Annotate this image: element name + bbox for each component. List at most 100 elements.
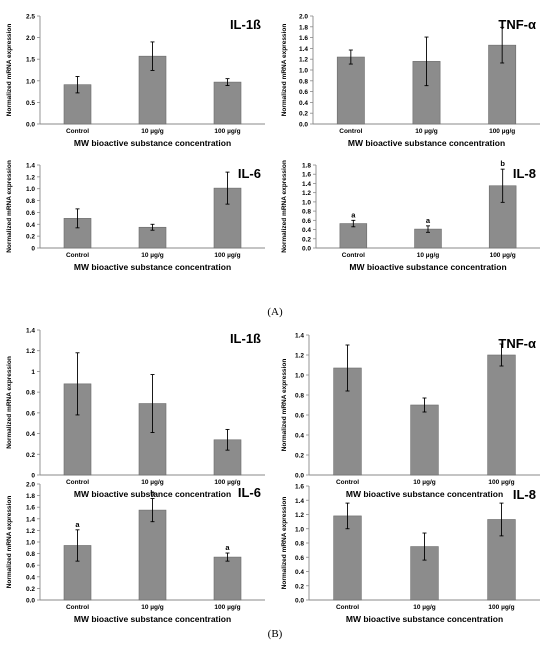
y-axis-label: Normalized mRNA expression — [6, 24, 13, 117]
x-tick-label: Control — [342, 252, 365, 259]
x-tick-label: 100 µg/g — [214, 479, 240, 486]
y-tick-label: 2.0 — [299, 14, 308, 21]
y-tick-label: 1.4 — [26, 516, 35, 523]
x-tick-label: 100 µg/g — [214, 128, 240, 135]
x-tick-label: Control — [66, 128, 89, 135]
y-axis-label: Normalized mRNA expression — [281, 24, 288, 117]
y-tick-label: 1.2 — [302, 190, 311, 197]
y-tick-label: 0.6 — [26, 410, 35, 417]
x-tick-label: 100 µg/g — [490, 252, 516, 259]
y-tick-label: 1.6 — [295, 484, 304, 491]
x-tick-label: 10 µg/g — [141, 604, 164, 611]
x-tick-label: Control — [66, 604, 89, 611]
chart-title: TNF-α — [498, 17, 536, 32]
y-tick-label: 1.4 — [295, 333, 304, 340]
y-axis-label: Normalized mRNA expression — [281, 160, 288, 253]
y-tick-label: 2.0 — [26, 35, 35, 42]
y-tick-label: 0.0 — [299, 122, 308, 129]
bar — [411, 405, 439, 475]
bar — [488, 355, 516, 475]
y-tick-label: 0.8 — [295, 541, 304, 548]
x-tick-label: 10 µg/g — [413, 479, 436, 486]
y-tick-label: 0.0 — [26, 122, 35, 129]
significance-letter: b — [150, 489, 155, 498]
y-tick-label: 1.4 — [26, 328, 35, 335]
y-tick-label: 0 — [31, 246, 35, 253]
y-tick-label: 0.8 — [26, 198, 35, 205]
x-axis-label: MW bioactive substance concentration — [346, 614, 503, 624]
y-tick-label: 0.8 — [295, 393, 304, 400]
significance-letter: a — [351, 210, 356, 219]
x-tick-label: 100 µg/g — [489, 128, 515, 135]
chart-title: IL-1ß — [230, 17, 261, 32]
x-tick-label: Control — [66, 252, 89, 259]
y-tick-label: 0.4 — [26, 431, 35, 438]
y-tick-label: 1.0 — [302, 199, 311, 206]
x-tick-label: Control — [336, 604, 359, 611]
y-tick-label: 0 — [31, 473, 35, 480]
x-tick-label: 100 µg/g — [214, 604, 240, 611]
y-tick-label: 0.8 — [302, 209, 311, 216]
x-axis-label: MW bioactive substance concentration — [346, 489, 503, 499]
y-tick-label: 0.8 — [26, 551, 35, 558]
y-tick-label: 0.4 — [26, 222, 35, 229]
chart-a-2: 0.0 0.2 0.4 0.6 0.8 1.0 1.2 1.4 1.6 1.8 2.0 Control… — [281, 14, 540, 149]
y-tick-label: 2.5 — [26, 14, 35, 21]
x-tick-label: 10 µg/g — [417, 252, 440, 259]
y-tick-label: 1.4 — [26, 163, 35, 170]
y-tick-label: 1.0 — [26, 78, 35, 85]
y-tick-label: 1.8 — [26, 493, 35, 500]
y-axis-label: Normalized mRNA expression — [6, 160, 13, 253]
y-tick-label: 1.2 — [26, 528, 35, 535]
y-tick-label: 0.2 — [299, 111, 308, 118]
x-axis-label: MW bioactive substance concentration — [74, 262, 231, 272]
significance-letter: a — [426, 216, 431, 225]
x-tick-label: 10 µg/g — [413, 604, 436, 611]
y-axis-label: Normalized mRNA expression — [281, 497, 288, 590]
y-tick-label: 0.6 — [26, 210, 35, 217]
significance-letter: b — [500, 159, 505, 168]
y-tick-label: 0.4 — [302, 227, 311, 234]
significance-letter: a — [75, 520, 80, 529]
y-axis-label: Normalized mRNA expression — [6, 356, 13, 449]
bar — [337, 57, 364, 124]
y-axis-label: Normalized mRNA expression — [6, 496, 13, 589]
y-tick-label: 0.2 — [26, 586, 35, 593]
y-tick-label: 0.6 — [295, 555, 304, 562]
x-tick-label: 10 µg/g — [141, 479, 164, 486]
y-tick-label: 1.2 — [26, 174, 35, 181]
y-tick-label: 1.5 — [26, 57, 35, 64]
y-tick-label: 0.6 — [295, 413, 304, 420]
y-tick-label: 0.2 — [295, 583, 304, 590]
chart-a-3: 0 0.2 0.4 0.6 0.8 1.0 1.2 1.4 Control 10 µg/g 100 … — [6, 160, 265, 272]
y-tick-label: 1.2 — [295, 512, 304, 519]
y-tick-label: 1.4 — [302, 181, 311, 188]
y-tick-label: 1.8 — [302, 163, 311, 170]
chart-b-1: 0 0.2 0.4 0.6 0.8 1 1.2 1.4 Control 10 µg/g 100 µg… — [6, 328, 265, 500]
y-tick-label: 0.2 — [26, 452, 35, 459]
chart-title: IL-8 — [513, 166, 536, 181]
y-tick-label: 1.2 — [299, 57, 308, 64]
x-axis-label: MW bioactive substance concentration — [74, 138, 231, 148]
chart-title: IL-6 — [238, 485, 261, 500]
y-tick-label: 0.2 — [26, 234, 35, 241]
y-tick-label: 1.2 — [26, 348, 35, 355]
y-tick-label: 0.2 — [295, 453, 304, 460]
x-tick-label: Control — [339, 128, 362, 135]
y-tick-label: 0.0 — [26, 598, 35, 605]
y-tick-label: 1.6 — [26, 505, 35, 512]
y-tick-label: 0.6 — [299, 89, 308, 96]
y-tick-label: 1.6 — [299, 35, 308, 42]
y-tick-label: 0.4 — [299, 100, 308, 107]
y-tick-label: 0.4 — [295, 433, 304, 440]
chart-b-3: 0.0 0.2 0.4 0.6 0.8 1.0 1.2 1.4 1.6 1.8 2.0 a Contro… — [6, 482, 265, 625]
y-tick-label: 1.6 — [302, 172, 311, 179]
x-tick-label: 100 µg/g — [214, 252, 240, 259]
significance-letter: a — [225, 543, 230, 552]
chart-b-4: 0.00.20.40.60.81.01.21.41.6Control 10 µg/… — [281, 484, 540, 625]
chart-title: IL-1ß — [230, 331, 261, 346]
y-tick-label: 1.8 — [299, 24, 308, 31]
y-tick-label: 0.2 — [302, 236, 311, 243]
y-tick-label: 1.4 — [299, 46, 308, 53]
y-tick-label: 1.0 — [299, 68, 308, 75]
